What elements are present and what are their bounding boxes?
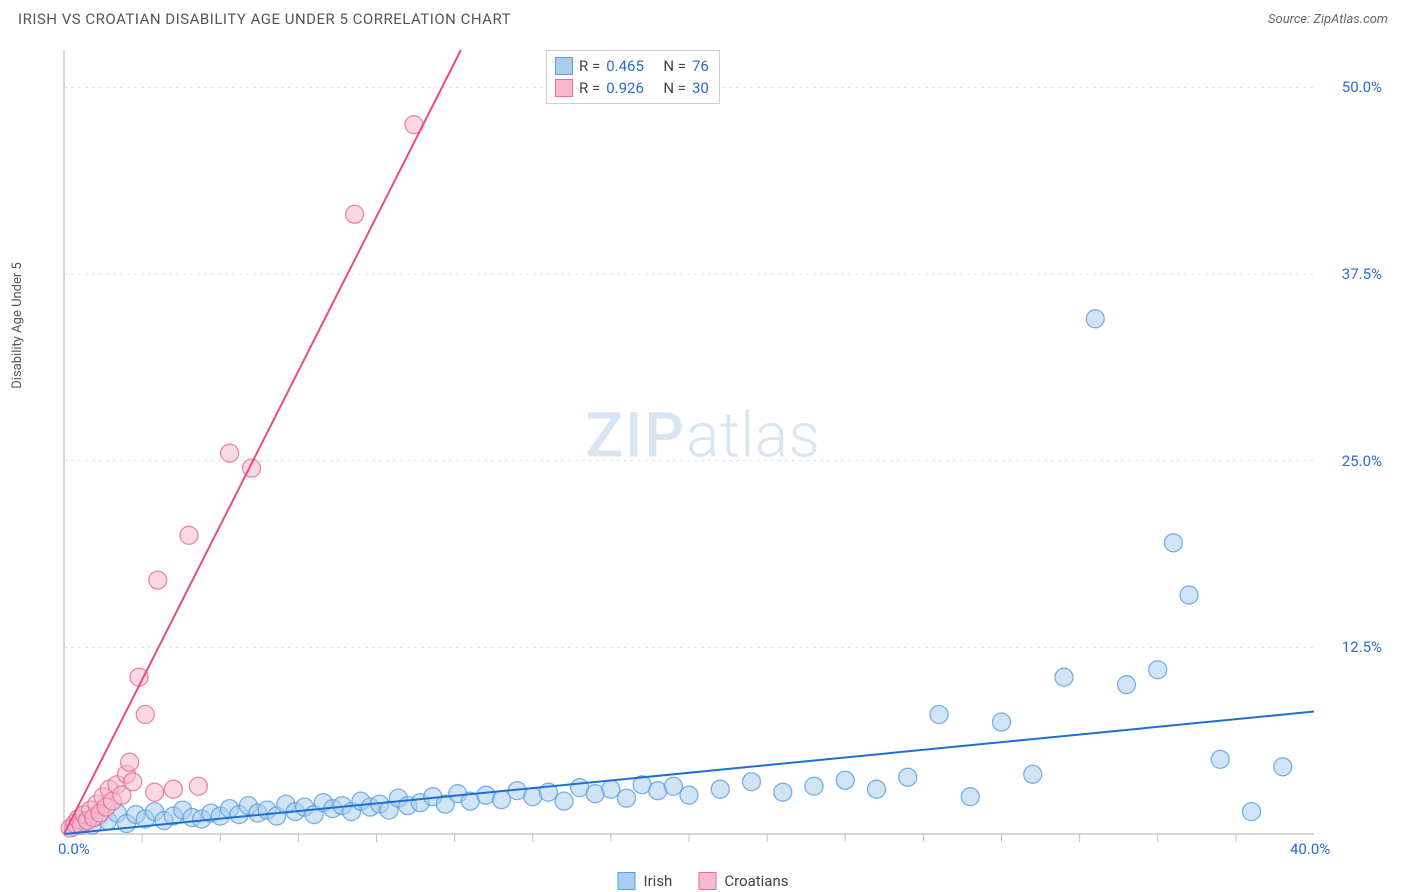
data-point — [1164, 534, 1182, 552]
data-point — [602, 780, 620, 798]
data-point — [493, 791, 511, 809]
data-point — [664, 777, 682, 795]
data-point — [1149, 661, 1167, 679]
data-point — [1243, 803, 1261, 821]
data-point — [180, 526, 198, 544]
y-tick-label: 50.0% — [1342, 78, 1382, 96]
data-point — [121, 753, 139, 771]
data-point — [961, 788, 979, 806]
y-tick-label: 25.0% — [1342, 452, 1382, 470]
correlation-legend: R = 0.465 N = 76R = 0.926 N = 30 — [546, 50, 720, 104]
data-point — [130, 668, 148, 686]
data-point — [868, 780, 886, 798]
legend-swatch — [698, 872, 716, 890]
y-axis-label: Disability Age Under 5 — [10, 262, 25, 389]
data-point — [930, 706, 948, 724]
x-tick-label: 40.0% — [1290, 840, 1330, 858]
data-point — [124, 773, 142, 791]
legend-swatch — [555, 57, 573, 75]
data-point — [1055, 668, 1073, 686]
chart-title: IRISH VS CROATIAN DISABILITY AGE UNDER 5… — [18, 10, 511, 28]
legend-swatch — [618, 872, 636, 890]
data-point — [743, 773, 761, 791]
data-point — [149, 571, 167, 589]
data-point — [993, 713, 1011, 731]
source-label: Source: ZipAtlas.com — [1268, 12, 1388, 27]
data-point — [618, 789, 636, 807]
chart-area: Disability Age Under 5 ZIPatlas R = 0.46… — [18, 44, 1388, 860]
data-point — [1086, 310, 1104, 328]
y-tick-label: 37.5% — [1342, 265, 1382, 283]
trend-line — [64, 50, 461, 834]
trend-line — [64, 712, 1314, 834]
data-point — [164, 780, 182, 798]
data-point — [221, 444, 239, 462]
data-point — [899, 768, 917, 786]
data-point — [774, 783, 792, 801]
series-legend: Irish Croatians — [618, 872, 789, 890]
data-point — [1024, 765, 1042, 783]
data-point — [146, 783, 164, 801]
x-tick-label: 0.0% — [58, 840, 90, 858]
legend-row: R = 0.926 N = 30 — [555, 77, 709, 99]
data-point — [836, 771, 854, 789]
data-point — [136, 706, 154, 724]
data-point — [1118, 676, 1136, 694]
y-tick-label: 12.5% — [1342, 638, 1382, 656]
legend-swatch — [555, 79, 573, 97]
scatter-plot — [18, 44, 1388, 858]
data-point — [1180, 586, 1198, 604]
data-point — [805, 777, 823, 795]
data-point — [1274, 758, 1292, 776]
data-point — [555, 792, 573, 810]
data-point — [680, 786, 698, 804]
data-point — [346, 205, 364, 223]
legend-row: R = 0.465 N = 76 — [555, 55, 709, 77]
legend-item: Irish — [618, 872, 673, 890]
data-point — [1211, 750, 1229, 768]
data-point — [711, 780, 729, 798]
legend-item: Croatians — [698, 872, 788, 890]
data-point — [189, 777, 207, 795]
